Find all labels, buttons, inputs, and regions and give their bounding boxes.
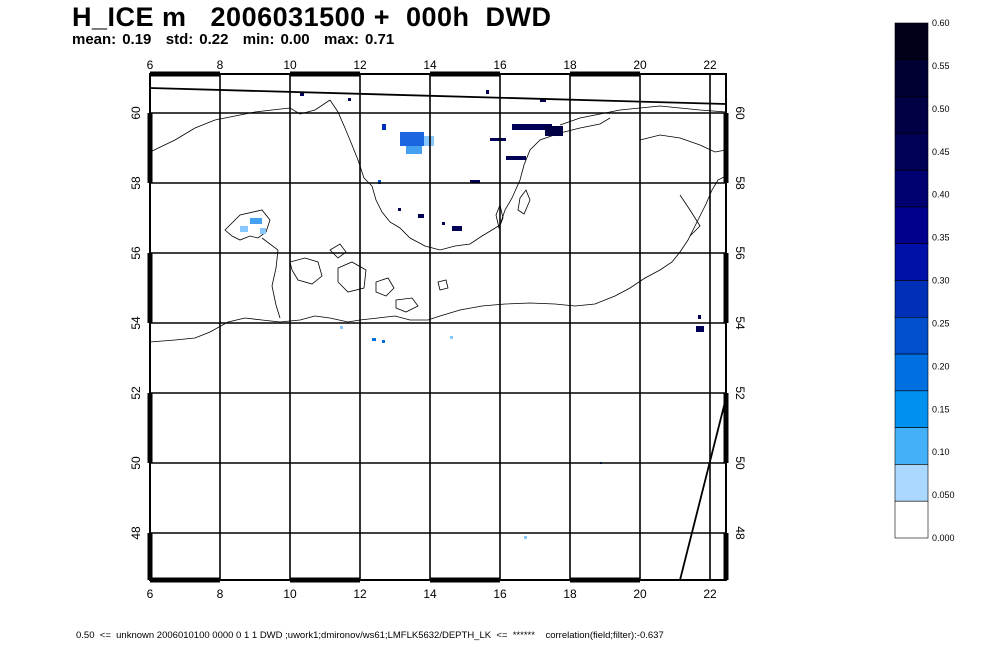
- lon-tick-top: 10: [283, 58, 297, 72]
- colorbar-label: 0.50: [932, 104, 950, 114]
- colorbar-label: 0.000: [932, 533, 955, 543]
- std-label: std:: [165, 31, 194, 48]
- lat-tick-right: 48: [733, 526, 747, 540]
- colorbar-label: 0.55: [932, 61, 950, 71]
- colorbar-label: 0.30: [932, 276, 950, 286]
- lon-tick-bottom: 22: [703, 587, 717, 601]
- lon-tick-top: 14: [423, 58, 437, 72]
- colorbar-label: 0.20: [932, 361, 950, 371]
- lon-tick-top: 16: [493, 58, 507, 72]
- lat-tick-right: 58: [733, 176, 747, 190]
- domain-top-boundary: [149, 87, 727, 105]
- colorbar-swatch: [894, 243, 929, 281]
- lon-tick-bottom: 18: [563, 587, 577, 601]
- colorbar-swatch: [894, 353, 929, 392]
- lon-tick-bottom: 12: [353, 587, 367, 601]
- colorbar-label: 0.35: [932, 233, 950, 243]
- colorbar-label: 0.60: [932, 18, 950, 28]
- lon-tick-bottom: 14: [423, 587, 437, 601]
- lon-tick-bottom: 8: [217, 587, 224, 601]
- lat-tick-right: 52: [733, 386, 747, 400]
- field-statistics: mean: 0.19 std: 0.22 min: 0.00 max: 0.71: [72, 31, 400, 48]
- footer-caption: 0.50 <= unknown 2006010100 0000 0 1 1 DW…: [76, 630, 664, 641]
- lon-tick-bottom: 20: [633, 587, 647, 601]
- colorbar-swatch: [894, 22, 929, 61]
- colorbar-label: 0.050: [932, 490, 955, 500]
- colorbar-swatch: [894, 96, 929, 134]
- lon-tick-top: 18: [563, 58, 577, 72]
- colorbar-swatch: [894, 206, 929, 245]
- lon-tick-top: 6: [147, 58, 154, 72]
- colorbar-swatch: [894, 59, 929, 97]
- colorbar-label: 0.25: [932, 318, 950, 328]
- mean-value: 0.19: [122, 31, 152, 48]
- colorbar-label: 0.40: [932, 190, 950, 200]
- std-value: 0.22: [199, 31, 229, 48]
- colorbar-swatch: [894, 427, 929, 465]
- lat-tick-left: 58: [129, 176, 143, 190]
- max-label: max:: [324, 31, 360, 48]
- colorbar-label: 0.10: [932, 447, 950, 457]
- axis-tick-labels: 6 6 8 8 10 10 12 12 14 14 16 16 18 18 20 20 22 22 60 60 58 58…: [129, 58, 747, 601]
- colorbar-swatch: [894, 133, 929, 171]
- lon-tick-top: 20: [633, 58, 647, 72]
- domain-right-boundary: [679, 397, 727, 581]
- plot-title: H_ICE m 2006031500 + 000h DWD: [72, 2, 552, 32]
- colorbar-swatch: [894, 169, 929, 208]
- lat-tick-left: 52: [129, 386, 143, 400]
- colorbar-swatch: [894, 464, 929, 502]
- colorbar-swatch: [894, 500, 929, 539]
- lat-tick-right: 54: [733, 316, 747, 330]
- lat-lon-grid: [147, 71, 729, 583]
- min-value: 0.00: [280, 31, 310, 48]
- lat-tick-right: 50: [733, 456, 747, 470]
- max-value: 0.71: [365, 31, 395, 48]
- lat-tick-right: 60: [733, 106, 747, 120]
- lat-tick-left: 56: [129, 246, 143, 260]
- colorbar-legend: 0.60 0.55 0.50 0.45 0.40 0.35 0.30 0.25 0.20 0.15…: [894, 18, 955, 543]
- min-label: min:: [242, 31, 275, 48]
- lat-tick-left: 48: [129, 526, 143, 540]
- colorbar-label: 0.45: [932, 147, 950, 157]
- lon-tick-top: 12: [353, 58, 367, 72]
- colorbar-label: 0.15: [932, 404, 950, 414]
- colorbar-swatch: [894, 316, 929, 355]
- ice-cells: [240, 90, 704, 539]
- lat-tick-left: 50: [129, 456, 143, 470]
- lon-tick-top: 8: [217, 58, 224, 72]
- lat-tick-right: 56: [733, 246, 747, 260]
- lon-tick-bottom: 16: [493, 587, 507, 601]
- lat-tick-left: 54: [129, 316, 143, 330]
- colorbar-swatch: [894, 280, 929, 318]
- colorbar-swatch: [894, 390, 929, 428]
- mean-label: mean:: [72, 31, 117, 48]
- lat-tick-left: 60: [129, 106, 143, 120]
- lon-tick-bottom: 10: [283, 587, 297, 601]
- lon-tick-bottom: 6: [147, 587, 154, 601]
- lon-tick-top: 22: [703, 58, 717, 72]
